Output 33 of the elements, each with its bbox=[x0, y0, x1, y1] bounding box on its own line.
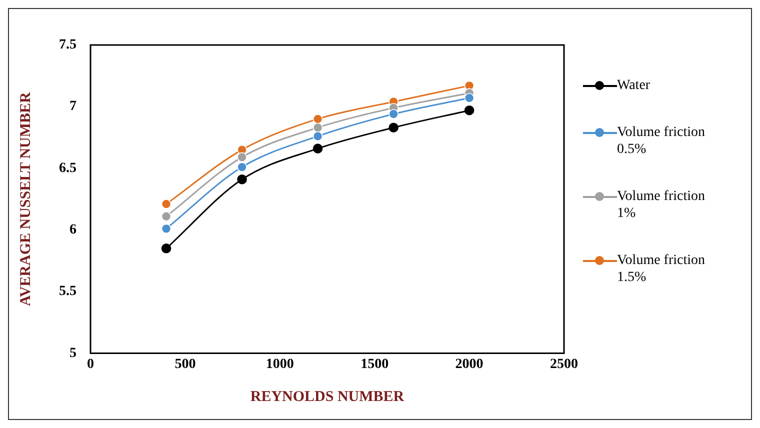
legend-label: Water bbox=[617, 77, 652, 94]
x-axis-title: REYNOLDS NUMBER bbox=[250, 388, 404, 405]
point bbox=[237, 174, 247, 184]
x-tick-label: 500 bbox=[174, 357, 196, 372]
point bbox=[464, 105, 474, 116]
x-tick-label: 0 bbox=[87, 357, 94, 372]
point bbox=[161, 224, 172, 234]
x-tick-label: 2500 bbox=[550, 357, 578, 372]
y-tick-label: 7.5 bbox=[59, 38, 76, 53]
x-tick-label: 2000 bbox=[455, 357, 484, 372]
y-tick-label: 7 bbox=[70, 99, 76, 114]
point bbox=[312, 131, 323, 142]
y-tick-label: 6.5 bbox=[59, 160, 76, 176]
point bbox=[388, 122, 398, 132]
x-tick-label: 1500 bbox=[360, 357, 389, 372]
point bbox=[237, 152, 247, 162]
point bbox=[312, 122, 323, 132]
point bbox=[161, 211, 172, 222]
legend-label: Volume friction 1% bbox=[617, 188, 706, 222]
point bbox=[312, 114, 323, 124]
y-tick-label: 6 bbox=[70, 222, 76, 238]
x-tick-label: 1000 bbox=[266, 357, 294, 372]
point bbox=[161, 244, 172, 254]
point bbox=[237, 162, 247, 172]
point bbox=[161, 199, 172, 209]
point bbox=[464, 93, 474, 103]
point bbox=[388, 109, 398, 119]
legend-label: Volume friction 1.5% bbox=[617, 252, 706, 286]
y-tick-label: 5 bbox=[70, 346, 76, 361]
y-axis-title: AVERAGE NUSSELT NUMBER bbox=[18, 92, 34, 306]
y-tick-label: 5.5 bbox=[59, 284, 76, 300]
legend-label: Volume friction 0.5% bbox=[617, 124, 706, 158]
point bbox=[312, 144, 323, 154]
